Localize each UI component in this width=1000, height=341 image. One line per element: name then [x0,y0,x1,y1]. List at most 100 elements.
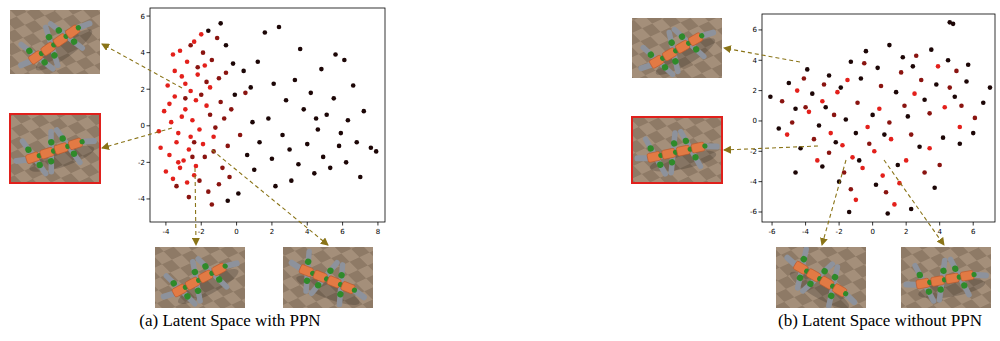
point [828,131,833,136]
x-tick-label: 4 [937,228,942,236]
point [902,103,907,108]
point [934,82,939,87]
x-tick [165,222,166,226]
point [174,184,179,189]
point [210,58,215,63]
point [358,175,363,180]
point [927,146,932,151]
point [802,76,807,81]
x-tick-label: -6 [769,228,777,236]
point [823,105,828,110]
point [167,102,172,107]
y-tick-label: 6 [753,26,758,34]
robot-thumbnail [155,244,245,315]
point [849,59,854,64]
point [188,43,193,48]
x-tick-label: -4 [162,228,170,236]
point [172,94,177,99]
point [815,158,820,163]
arrow [724,48,800,62]
x-tick [872,222,873,226]
point [171,52,176,57]
point [911,64,916,69]
point [199,92,204,97]
robot-thumbnail [10,114,100,183]
point [865,125,870,130]
point [847,210,852,215]
x-tick [772,222,773,226]
point [354,140,359,145]
point [859,76,864,81]
point [870,113,875,118]
robot-thumbnail [901,247,991,308]
point [857,158,862,163]
point [202,155,207,160]
point [820,164,825,169]
x-tick-label: 8 [376,228,380,236]
y-tick [147,52,151,53]
point [305,142,310,147]
point [211,134,216,139]
point [241,69,246,74]
point [225,144,230,149]
point [954,69,959,74]
x-tick-label: 6 [971,228,976,236]
point [312,171,317,176]
point [922,97,927,102]
point [882,132,887,137]
point [233,92,238,97]
point [894,90,899,95]
point [208,85,213,90]
point [790,120,795,125]
point [914,53,919,58]
point [895,163,900,168]
point [324,113,329,118]
point [220,166,225,171]
point [909,132,914,137]
point [339,131,344,136]
point [252,167,257,172]
point [263,30,268,35]
point [879,84,884,89]
point [169,120,174,125]
points [157,21,379,207]
y-tick-label: 2 [141,86,145,94]
point [803,105,808,110]
x-tick-label: -2 [198,228,205,236]
point [827,151,832,156]
point [374,149,379,154]
point [957,125,962,130]
point [185,59,190,64]
point [181,158,186,163]
x-tick [377,222,378,226]
point [369,145,374,150]
point [224,43,229,48]
point [180,114,185,119]
point [206,189,211,194]
point [929,47,934,52]
caption: (b) Latent Space without PPN [778,311,982,330]
point [238,133,243,138]
point [236,191,241,196]
point [877,107,882,112]
y-tick [147,162,151,163]
point [795,88,800,93]
point [248,85,253,90]
arrow [822,160,846,245]
point [243,91,248,96]
point [227,175,232,180]
x-tick [839,222,840,226]
point [245,153,250,158]
point [855,100,860,105]
point [812,137,817,142]
point [906,114,911,119]
y-tick [147,125,151,126]
point [183,107,188,112]
point [217,76,222,81]
x-tick [201,222,202,226]
point [952,94,957,99]
point [942,105,947,110]
x-tick-label: 0 [234,228,238,236]
point [164,169,169,174]
y-tick-label: -4 [138,195,146,203]
